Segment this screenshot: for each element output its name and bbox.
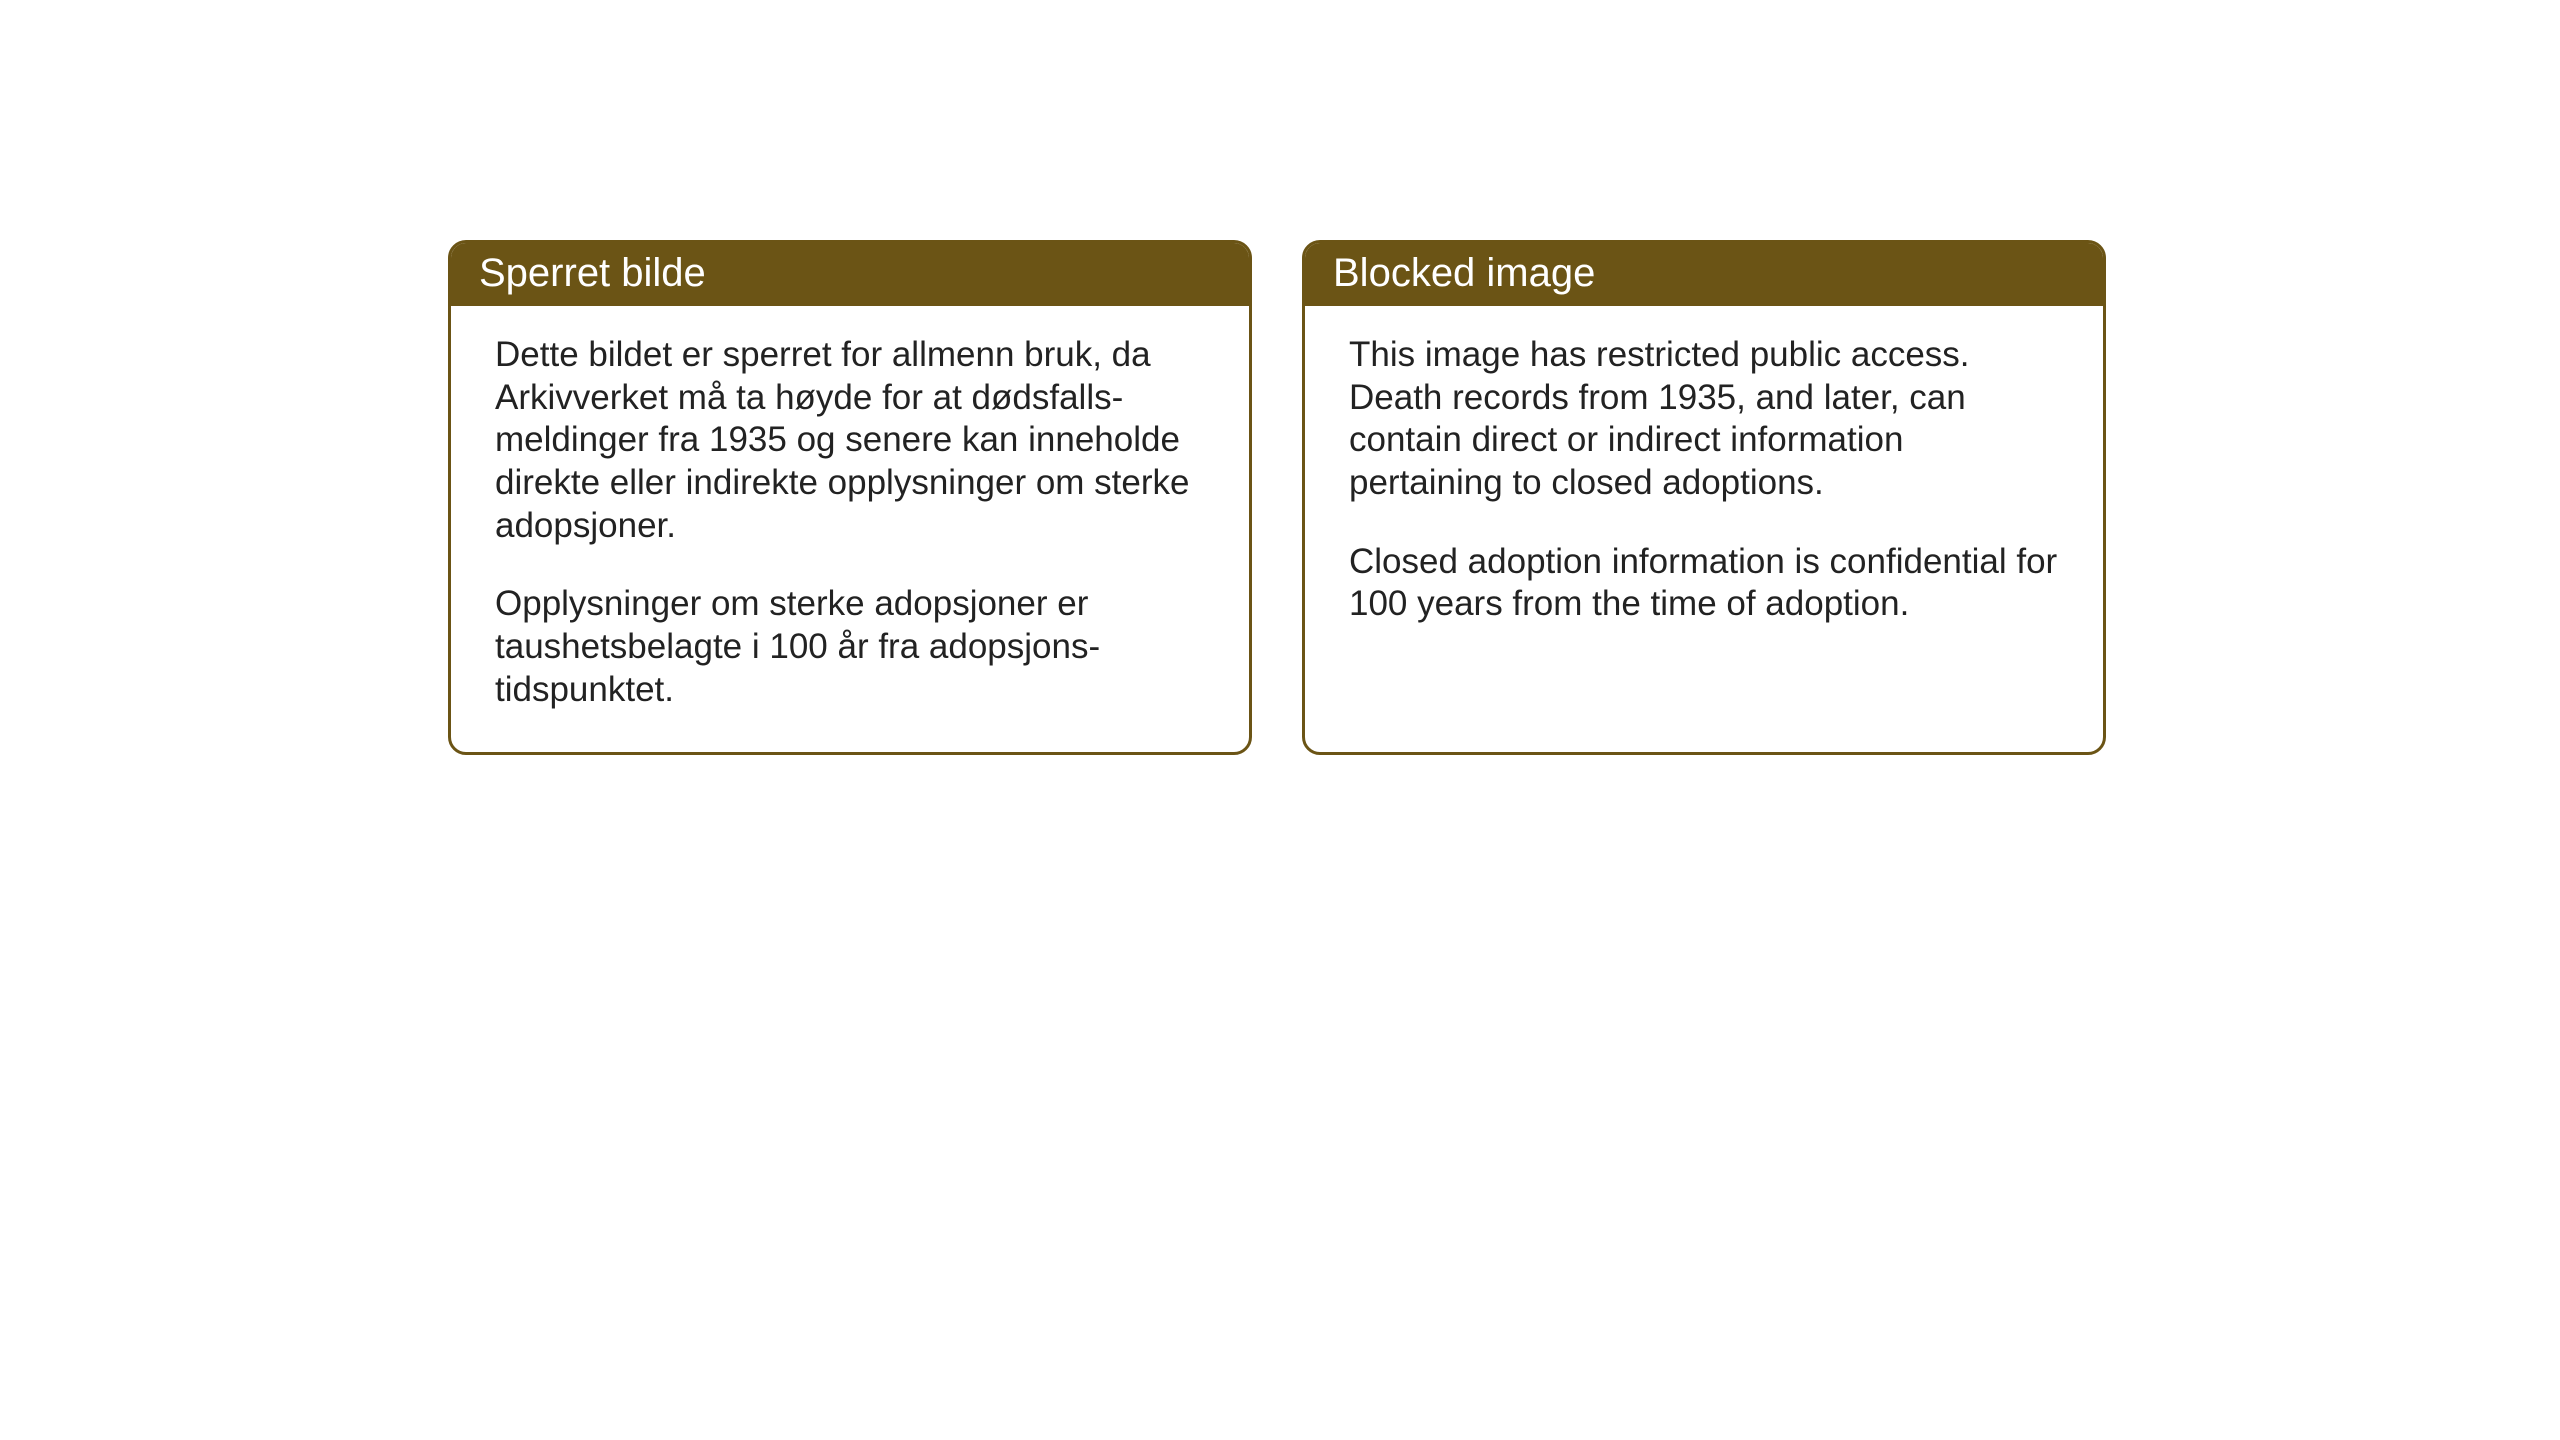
english-paragraph-2: Closed adoption information is confident…: [1349, 541, 2059, 626]
cards-container: Sperret bilde Dette bildet er sperret fo…: [448, 240, 2106, 755]
english-card: Blocked image This image has restricted …: [1302, 240, 2106, 755]
norwegian-card-body: Dette bildet er sperret for allmenn bruk…: [451, 306, 1249, 752]
english-card-header: Blocked image: [1305, 243, 2103, 306]
norwegian-paragraph-2: Opplysninger om sterke adopsjoner er tau…: [495, 583, 1205, 711]
english-card-body: This image has restricted public access.…: [1305, 306, 2103, 746]
norwegian-paragraph-1: Dette bildet er sperret for allmenn bruk…: [495, 334, 1205, 547]
norwegian-card: Sperret bilde Dette bildet er sperret fo…: [448, 240, 1252, 755]
norwegian-card-header: Sperret bilde: [451, 243, 1249, 306]
english-paragraph-1: This image has restricted public access.…: [1349, 334, 2059, 505]
